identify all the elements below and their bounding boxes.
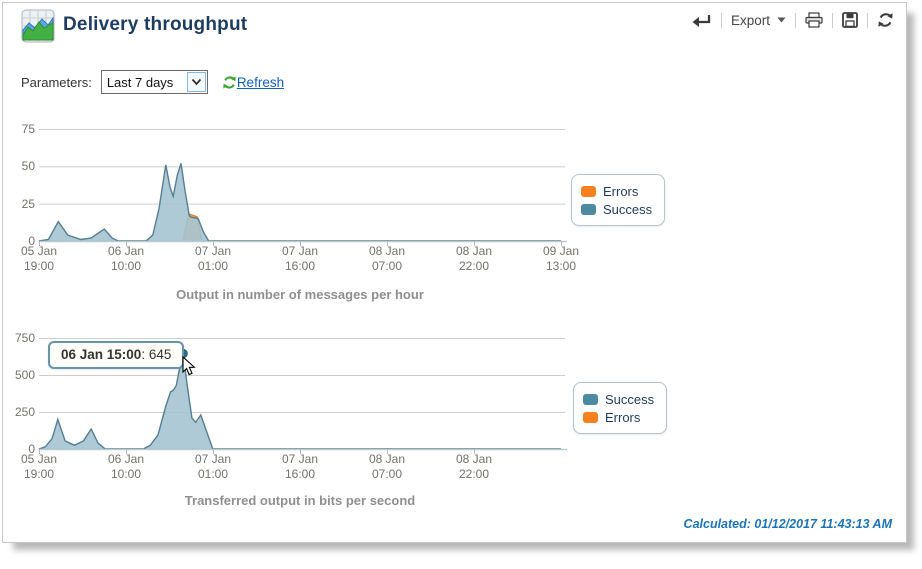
parameters-label: Parameters: xyxy=(21,74,92,90)
y-axis-tick-label: 0 xyxy=(28,234,35,248)
report-window: Delivery throughput Export xyxy=(2,2,907,543)
x-axis-tick-label: 06 Jan 10:00 xyxy=(107,452,145,481)
refresh-icon xyxy=(878,13,893,27)
x-axis-tick-label: 08 Jan 07:00 xyxy=(368,452,406,481)
export-button[interactable]: Export xyxy=(731,13,786,28)
parameters-bar: Parameters: Last 7 days Refresh xyxy=(21,69,284,95)
report-chart-icon xyxy=(21,9,55,43)
chart-2-legend: Success Errors xyxy=(573,382,668,434)
legend-item-errors[interactable]: Errors xyxy=(583,408,654,426)
chart-2-title: Transferred output in bits per second xyxy=(184,493,416,508)
y-axis-tick-label: 75 xyxy=(21,122,35,136)
x-axis-tick-label: 05 Jan 19:00 xyxy=(20,244,58,273)
tooltip-value: 645 xyxy=(148,347,172,362)
mouse-cursor-icon xyxy=(182,355,196,381)
toolbar-separator xyxy=(795,12,796,28)
x-axis-tick-label: 09 Jan 13:00 xyxy=(542,244,580,273)
period-select[interactable]: Last 7 days xyxy=(100,70,208,94)
save-icon xyxy=(842,12,858,28)
chevron-down-icon[interactable] xyxy=(186,72,206,92)
chart-tooltip: 06 Jan 15:00: 645 xyxy=(48,341,185,369)
legend-label: Errors xyxy=(603,183,639,199)
x-axis-tick-label: 07 Jan 16:00 xyxy=(281,452,319,481)
save-button[interactable] xyxy=(842,12,858,28)
tooltip-separator: : xyxy=(141,347,149,362)
x-axis-tick-label: 05 Jan 19:00 xyxy=(20,452,58,481)
legend-swatch xyxy=(583,393,598,405)
toolbar-separator xyxy=(720,12,722,28)
period-select-value: Last 7 days xyxy=(106,74,174,90)
series-errors-area xyxy=(39,214,561,241)
toolbar-separator xyxy=(832,12,833,28)
y-axis-tick-label: 25 xyxy=(21,196,35,211)
legend-label: Errors xyxy=(605,409,641,425)
series-success-area xyxy=(39,353,561,449)
tooltip-time-label: 06 Jan 15:00 xyxy=(61,347,142,362)
x-axis-tick-label: 08 Jan 22:00 xyxy=(455,452,493,481)
legend-label: Success xyxy=(603,201,653,217)
y-axis-tick-label: 0 xyxy=(28,442,35,456)
refresh-link[interactable]: Refresh xyxy=(236,74,285,90)
back-button[interactable] xyxy=(692,12,712,28)
y-axis-tick-label: 50 xyxy=(21,159,35,174)
export-label: Export xyxy=(730,12,770,28)
legend-swatch xyxy=(581,203,596,215)
x-axis-tick-label: 07 Jan 01:00 xyxy=(194,244,232,273)
legend-swatch xyxy=(583,411,598,423)
legend-label: Success xyxy=(605,391,655,407)
x-axis-tick-label: 07 Jan 16:00 xyxy=(281,244,319,273)
refresh-icon[interactable] xyxy=(222,75,237,90)
toolbar: Export xyxy=(692,9,894,31)
x-axis-tick-label: 08 Jan 22:00 xyxy=(455,244,493,273)
series-success-area xyxy=(39,163,561,241)
chevron-down-icon xyxy=(777,17,786,23)
page-title: Delivery throughput xyxy=(63,14,248,35)
chart-1-title: Output in number of messages per hour xyxy=(176,287,424,302)
legend-item-success[interactable]: Success xyxy=(581,200,652,218)
printer-icon xyxy=(805,12,823,28)
x-axis-tick-label: 08 Jan 07:00 xyxy=(368,244,406,273)
print-button[interactable] xyxy=(805,12,823,28)
legend-swatch xyxy=(581,185,596,197)
calculated-timestamp: Calculated: 01/12/2017 11:43:13 AM xyxy=(683,517,892,531)
x-axis-tick-label: 07 Jan 01:00 xyxy=(194,452,232,481)
chart-1-legend: Errors Success xyxy=(571,174,666,226)
y-axis-tick-label: 250 xyxy=(14,405,35,419)
legend-item-success[interactable]: Success xyxy=(583,390,654,408)
y-axis-tick-label: 750 xyxy=(14,331,35,345)
y-axis-tick-label: 500 xyxy=(14,368,35,382)
legend-item-errors[interactable]: Errors xyxy=(581,182,652,200)
toolbar-separator xyxy=(867,12,868,28)
chart-1-plot[interactable] xyxy=(38,123,569,249)
refresh-button[interactable] xyxy=(877,12,894,28)
back-arrow-icon xyxy=(692,15,711,27)
chart-2-plot[interactable] xyxy=(38,332,569,458)
x-axis-tick-label: 06 Jan 10:00 xyxy=(107,244,145,273)
